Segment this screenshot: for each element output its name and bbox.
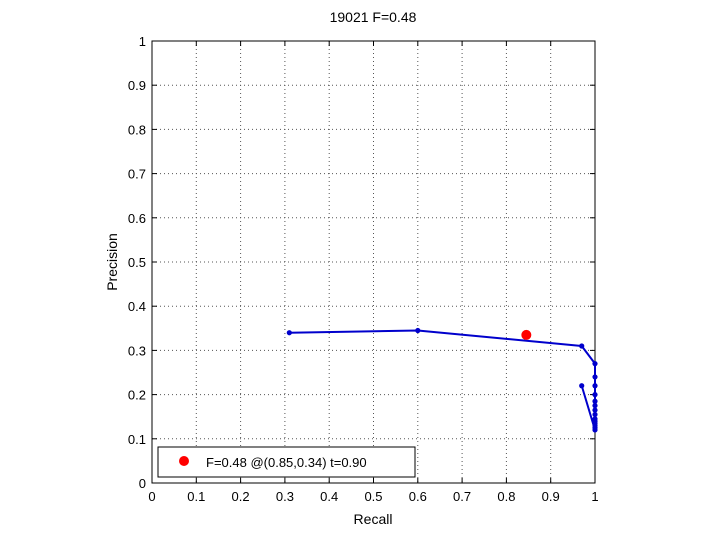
y-tick-label: 0.3 — [128, 343, 146, 358]
axis-ticks: 0 0.1 0.2 0.3 0.4 0.5 0.6 0.7 0.8 0.9 1 0 0.1 0.2 0.3 0… — [128, 34, 599, 504]
series-line — [289, 329, 596, 431]
data-point — [592, 383, 598, 389]
grid-lines — [152, 41, 595, 483]
x-tick-label: 0.7 — [453, 489, 471, 504]
data-point — [592, 427, 598, 433]
y-axis-label: Precision — [104, 233, 120, 291]
data-point — [579, 383, 585, 389]
data-point — [592, 407, 598, 413]
y-tick-label: 0.5 — [128, 255, 146, 270]
data-point — [592, 411, 598, 418]
x-tick-label: 0.5 — [364, 489, 382, 504]
data-point — [592, 374, 598, 380]
chart-title: 19021 F=0.48 — [330, 9, 417, 25]
x-tick-label: 0.3 — [276, 489, 294, 504]
data-point — [579, 343, 585, 349]
x-tick-label: 0.1 — [187, 489, 205, 504]
y-tick-label: 0.6 — [128, 211, 146, 226]
y-tick-label: 0.2 — [128, 388, 146, 403]
data-point — [592, 361, 598, 367]
y-tick-label: 0 — [139, 476, 146, 491]
x-tick-label: 0.4 — [320, 489, 338, 504]
x-tick-label: 0.2 — [232, 489, 250, 504]
data-point — [592, 398, 598, 404]
data-point — [286, 330, 292, 336]
x-tick-label: 0.9 — [542, 489, 560, 504]
y-tick-label: 1 — [139, 34, 146, 49]
legend-box — [157, 446, 416, 478]
y-tick-label: 0.4 — [128, 299, 146, 314]
data-point — [592, 403, 598, 409]
series-layer — [286, 327, 598, 433]
x-tick-label: 0.6 — [409, 489, 427, 504]
y-tick-label: 0.7 — [128, 167, 146, 182]
legend: F=0.48 @(0.85,0.34) t=0.90 — [157, 446, 416, 478]
data-point — [592, 392, 598, 398]
y-tick-label: 0.8 — [128, 122, 146, 137]
data-point — [415, 327, 421, 334]
legend-label: F=0.48 @(0.85,0.34) t=0.90 — [206, 455, 367, 470]
x-tick-label: 0 — [148, 489, 155, 504]
best-f-point — [521, 329, 532, 340]
y-tick-label: 0.9 — [128, 78, 146, 93]
x-tick-label: 1 — [591, 489, 598, 504]
legend-marker — [179, 456, 189, 466]
x-tick-label: 0.8 — [497, 489, 515, 504]
x-axis-label: Recall — [354, 511, 393, 527]
y-tick-label: 0.1 — [128, 432, 146, 447]
